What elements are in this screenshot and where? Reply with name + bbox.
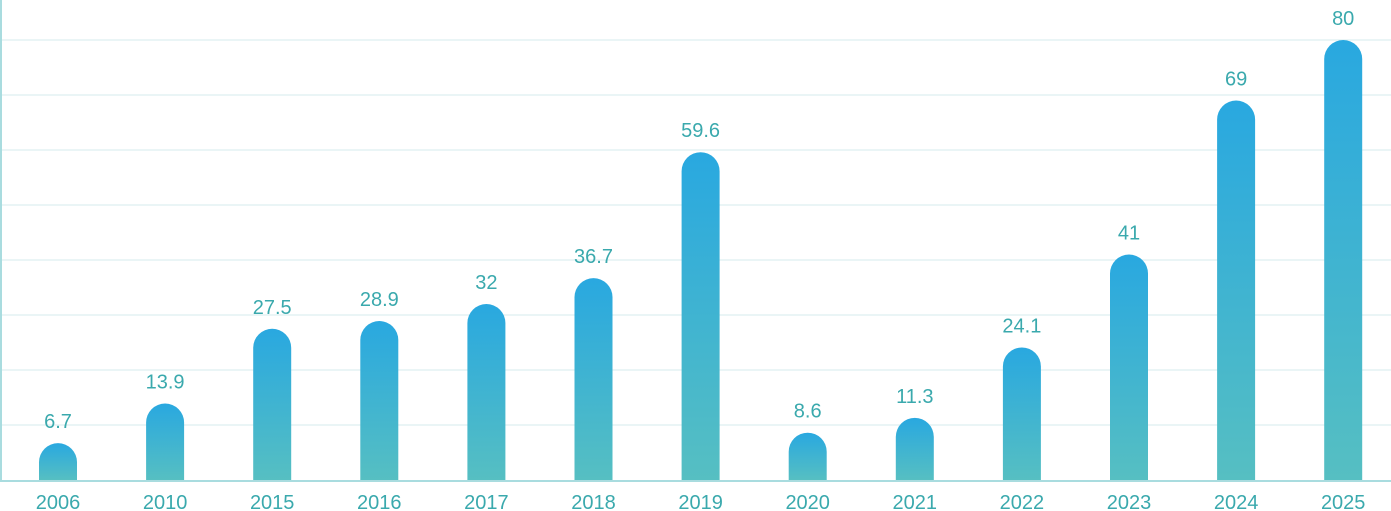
value-label-2023: 41 — [1118, 223, 1140, 245]
value-labels: 6.7 13.9 27.5 28.9 32 36.7 59.6 8.6 11.3 24.1 41 69… — [44, 8, 1354, 433]
value-label-2021: 11.3 — [896, 386, 933, 408]
bar-2022 — [1002, 347, 1041, 480]
axes — [0, 0, 1391, 482]
value-label-2019: 59.6 — [681, 120, 720, 142]
value-label-2016: 28.9 — [360, 289, 399, 311]
x-tick-2023: 2023 — [1107, 492, 1152, 511]
bar-2015 — [253, 328, 292, 480]
x-tick-2006: 2006 — [36, 492, 81, 511]
x-tick-2021: 2021 — [893, 492, 938, 511]
value-label-2020: 8.6 — [794, 401, 822, 423]
value-label-2015: 27.5 — [253, 297, 292, 319]
x-tick-2020: 2020 — [785, 492, 830, 511]
bar-2025 — [1324, 40, 1363, 480]
value-label-2022: 24.1 — [1002, 315, 1041, 337]
bar-2010 — [146, 403, 185, 480]
x-tick-2024: 2024 — [1214, 492, 1259, 511]
x-tick-2017: 2017 — [464, 492, 509, 511]
value-label-2018: 36.7 — [574, 246, 613, 268]
value-label-2010: 13.9 — [146, 372, 185, 394]
x-tick-labels: 2006 2010 2015 2016 2017 2018 2019 2020 2021 2022… — [36, 492, 1366, 511]
bar-2023 — [1110, 254, 1148, 480]
bar-2006 — [39, 443, 77, 480]
x-tick-2010: 2010 — [143, 492, 188, 511]
bar-2024 — [1217, 100, 1256, 480]
bar-2017 — [467, 304, 506, 480]
x-tick-2018: 2018 — [571, 492, 616, 511]
bar-2019 — [681, 152, 720, 480]
value-label-2025: 80 — [1332, 8, 1354, 30]
value-label-2006: 6.7 — [44, 411, 72, 433]
x-tick-2025: 2025 — [1321, 492, 1366, 511]
x-tick-2022: 2022 — [1000, 492, 1045, 511]
x-tick-2016: 2016 — [357, 492, 402, 511]
bar-2021 — [895, 417, 934, 480]
x-tick-2015: 2015 — [250, 492, 295, 511]
bar-2018 — [574, 278, 613, 480]
x-tick-2019: 2019 — [678, 492, 723, 511]
bar-2020 — [788, 432, 827, 480]
value-label-2017: 32 — [475, 272, 497, 294]
value-label-2024: 69 — [1225, 69, 1247, 91]
bar-2016 — [360, 321, 399, 480]
bars — [39, 40, 1363, 480]
